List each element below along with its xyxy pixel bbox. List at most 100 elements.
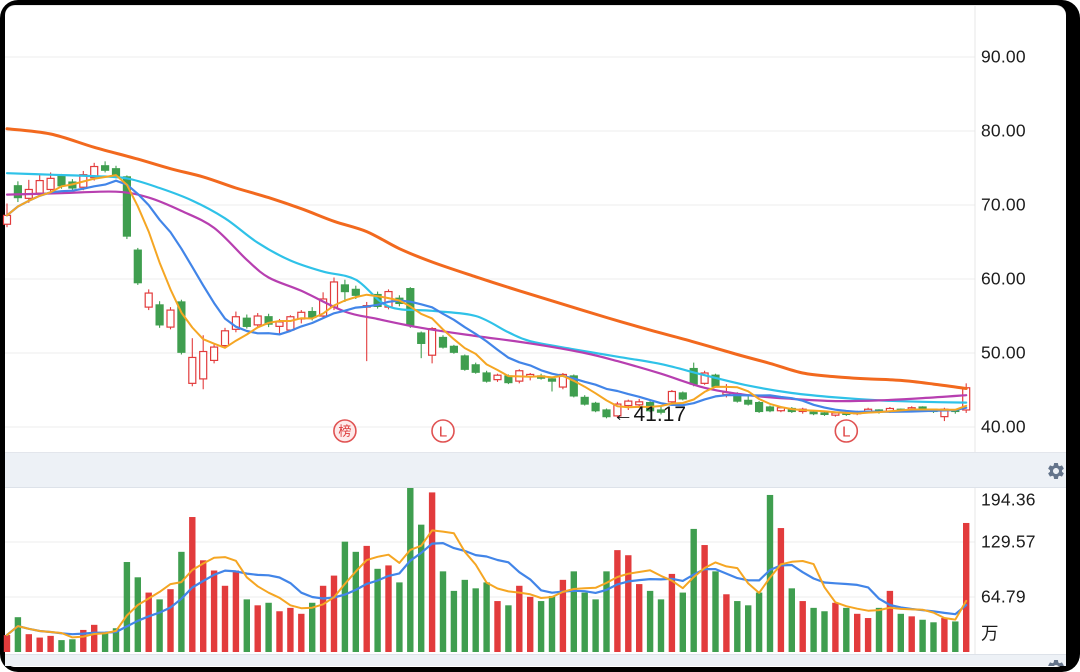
volume-bar (548, 595, 556, 652)
volume-bar (559, 579, 567, 652)
volume-bar (287, 607, 294, 652)
volume-bar (428, 492, 436, 652)
volume-bar (330, 575, 338, 652)
volume-bar (58, 640, 65, 652)
volume-bar (319, 585, 327, 652)
volume-bar (755, 592, 763, 652)
candle-body (482, 372, 491, 382)
candle-body (188, 356, 197, 384)
bottom-pane-divider (5, 654, 1066, 666)
volume-bar (439, 571, 447, 652)
candle-body (166, 309, 175, 328)
volume-bar (396, 582, 403, 652)
candle-body (340, 284, 349, 293)
volume-bar (461, 579, 468, 652)
candle-body (820, 412, 829, 416)
candle-body (438, 336, 448, 348)
volume-bar (875, 607, 883, 652)
candle-body (558, 373, 568, 388)
candle-body (57, 175, 66, 187)
volume-bar (821, 611, 828, 652)
volume-bar (494, 601, 501, 652)
volume-bar (3, 635, 11, 652)
volume-ma10-line (5, 542, 968, 637)
candle-body (580, 396, 589, 405)
volume-bar (723, 594, 730, 652)
volume-bar (221, 585, 229, 652)
candle-body (656, 409, 666, 413)
volume-bar (799, 601, 806, 652)
candle-body (35, 179, 44, 194)
volume-bar (407, 487, 414, 652)
event-badge-label: L (439, 424, 447, 441)
volume-bar (516, 585, 523, 652)
candle-body (624, 400, 633, 407)
ma30-line (5, 172, 968, 404)
candle-body (275, 321, 284, 327)
candle-body (133, 249, 142, 284)
volume-bar (527, 596, 534, 652)
volume-bar (232, 570, 240, 652)
event-badge-circle (834, 419, 859, 443)
pane-divider (5, 452, 1066, 488)
volume-bar (930, 622, 937, 652)
volume-bar (690, 528, 697, 652)
candle-body (144, 292, 153, 308)
candle-body (100, 165, 110, 171)
candle-body (613, 403, 622, 417)
candle-body (449, 345, 458, 353)
candle-body (591, 402, 600, 412)
volume-bar (189, 517, 196, 652)
settings-gear-icon[interactable] (1046, 461, 1066, 481)
event-badge-label: L (842, 424, 850, 441)
volume-bar (788, 588, 795, 652)
volume-bar (101, 632, 109, 652)
volume-bar (374, 568, 381, 652)
volume-bar (178, 551, 185, 652)
volume-bar (145, 592, 152, 652)
volume-bar (734, 601, 741, 652)
volume-bar (309, 602, 316, 652)
volume-bar (363, 545, 370, 652)
candle-body (210, 346, 219, 361)
candle-body (220, 330, 230, 347)
candle-body (242, 317, 251, 327)
candle-body (765, 406, 775, 412)
volume-bar (167, 589, 174, 652)
candle-body (428, 327, 437, 356)
candle-body (319, 298, 328, 317)
event-badge-label: 榜 (338, 424, 351, 439)
candle-body (253, 315, 262, 326)
volume-bar (25, 634, 32, 652)
ma10-line (5, 179, 968, 413)
candle-body (471, 364, 480, 373)
candle-body (264, 316, 273, 325)
volume-bar (14, 617, 22, 652)
volume-bar (254, 605, 261, 652)
volume-bar (570, 571, 577, 652)
volume-bar (614, 550, 621, 652)
candle-body (635, 401, 644, 406)
volume-bar (69, 639, 76, 652)
volume-bar (91, 624, 98, 652)
volume-bar (581, 592, 588, 652)
candle-body (373, 293, 382, 307)
volume-bar (625, 555, 632, 652)
volume-bar (941, 618, 948, 652)
ma-slow-line (5, 127, 968, 390)
candle-body (122, 176, 132, 237)
volume-bar (483, 582, 490, 652)
candle-body (460, 355, 469, 370)
volume-bar (36, 637, 43, 652)
settings-gear-icon-bottom[interactable] (1046, 658, 1066, 666)
event-badge-circle (333, 419, 357, 443)
candle-body (493, 374, 502, 381)
candle-body (2, 214, 12, 225)
volume-bar (276, 611, 283, 652)
volume-bar (472, 588, 479, 652)
volume-bar (668, 573, 676, 652)
candle-body (744, 399, 753, 405)
volume-bar (646, 590, 654, 652)
volume-bar (537, 601, 545, 652)
